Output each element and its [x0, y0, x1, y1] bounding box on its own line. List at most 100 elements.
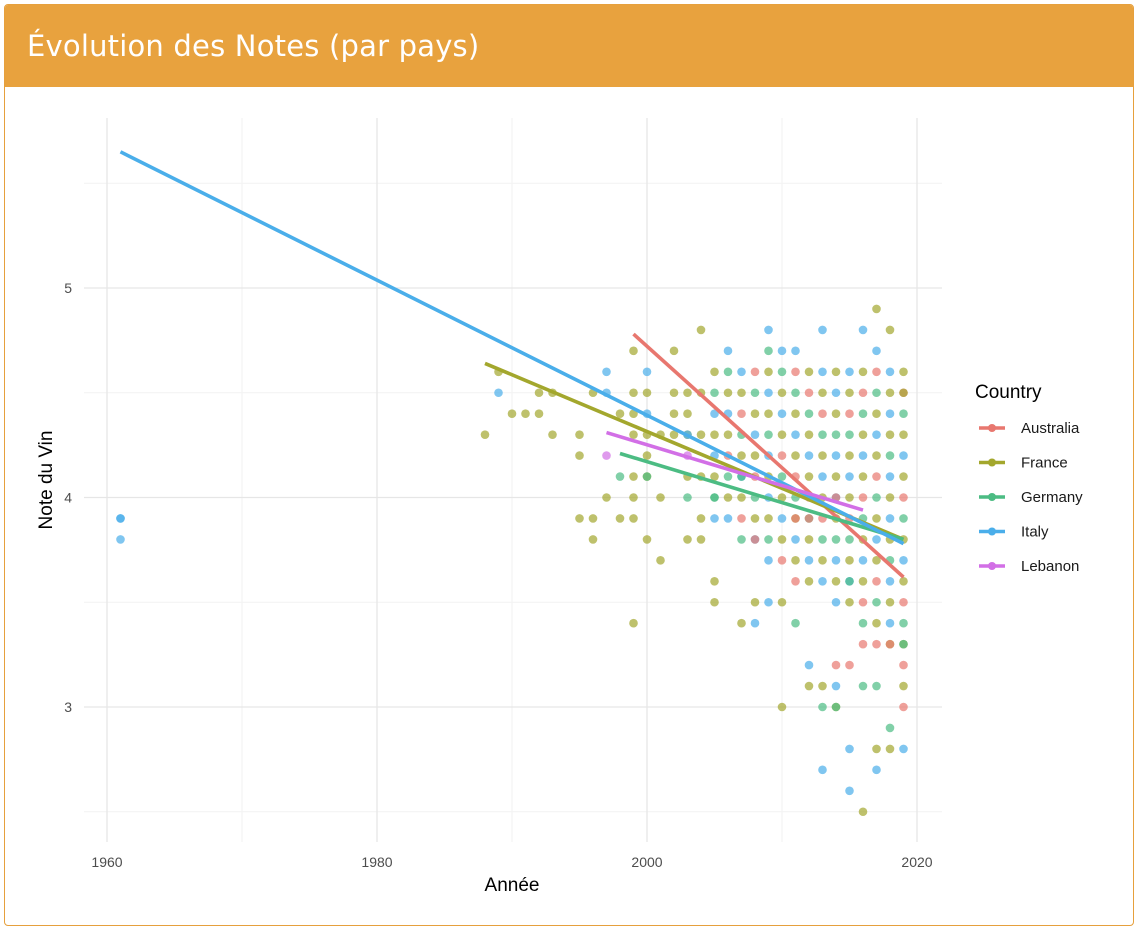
point-france [804, 472, 814, 481]
point-australia [818, 409, 827, 419]
point-france [872, 556, 881, 565]
point-germany [899, 514, 908, 523]
x-tick-label: 2000 [631, 854, 662, 870]
point-france [858, 430, 868, 439]
point-germany [777, 472, 787, 481]
point-italy [845, 367, 854, 377]
point-france [642, 535, 652, 544]
point-italy [777, 514, 787, 523]
point-france [602, 493, 611, 502]
points-layer [116, 304, 908, 817]
point-france [764, 514, 773, 523]
point-france [804, 367, 814, 377]
point-italy [845, 744, 854, 754]
x-axis-label: Année [485, 875, 540, 896]
point-germany [899, 409, 908, 419]
point-italy [845, 786, 854, 796]
point-france [629, 346, 638, 356]
point-germany [804, 409, 814, 419]
point-italy [899, 451, 908, 460]
point-germany [872, 388, 881, 398]
point-australia [777, 451, 787, 460]
y-axis-label: Note du Vin [36, 431, 57, 530]
point-italy [845, 472, 854, 481]
point-france [885, 597, 895, 607]
axes: 1960 1980 2000 2020 3 4 5 Année Note du Vin [36, 280, 933, 896]
point-france [831, 472, 841, 481]
point-italy [494, 388, 503, 398]
point-france [899, 681, 908, 691]
point-france [588, 514, 598, 523]
point-france [710, 430, 719, 439]
point-australia [750, 367, 760, 377]
point-france [656, 493, 665, 502]
point-france [696, 535, 706, 544]
grid [84, 118, 942, 842]
point-italy [804, 660, 814, 670]
point-france [710, 367, 719, 377]
point-australia [858, 388, 868, 398]
point-germany [885, 723, 895, 733]
point-italy [885, 472, 895, 481]
point-france [696, 514, 706, 523]
point-italy [818, 472, 827, 481]
point-italy [899, 744, 908, 754]
point-france [642, 451, 652, 460]
point-france [872, 304, 881, 314]
point-italy [899, 556, 908, 565]
point-france [885, 430, 895, 439]
point-france [737, 618, 746, 628]
point-germany [791, 618, 800, 628]
y-tick-label: 4 [64, 490, 72, 506]
point-france [575, 451, 584, 460]
point-france [777, 388, 787, 398]
point-germany [831, 535, 841, 544]
point-italy [872, 535, 881, 544]
point-france [669, 388, 679, 398]
legend: Country Australia France Germany Italy Lebano… [975, 382, 1083, 575]
point-france [791, 451, 800, 460]
point-france [777, 597, 787, 607]
point-italy [791, 346, 800, 356]
point-france [548, 430, 557, 439]
point-germany [764, 346, 773, 356]
point-france [764, 409, 773, 419]
point-australia [885, 639, 895, 649]
trend-lines [119, 150, 905, 579]
point-france [818, 388, 827, 398]
point-france [885, 325, 895, 335]
point-italy [804, 451, 814, 460]
point-italy [710, 409, 719, 419]
point-germany [642, 472, 652, 481]
point-italy [818, 367, 827, 377]
point-france [885, 744, 895, 754]
point-australia [872, 577, 881, 586]
point-italy [764, 556, 773, 565]
point-france [750, 514, 760, 523]
point-france [831, 577, 841, 586]
point-france [858, 577, 868, 586]
point-australia [791, 577, 800, 586]
point-italy [764, 597, 773, 607]
point-italy [858, 451, 868, 460]
point-france [845, 493, 854, 502]
point-france [629, 388, 638, 398]
point-france [750, 597, 760, 607]
point-france [629, 618, 638, 628]
point-france [575, 514, 584, 523]
point-france [669, 430, 679, 439]
point-france [845, 388, 854, 398]
point-germany [818, 430, 827, 439]
point-australia [872, 367, 881, 377]
point-germany [858, 618, 868, 628]
point-france [521, 409, 530, 419]
point-france [696, 430, 706, 439]
point-germany [710, 493, 719, 502]
point-italy [710, 514, 719, 523]
point-france [777, 702, 787, 712]
point-australia [858, 493, 868, 502]
point-australia [845, 409, 854, 419]
point-france [723, 388, 733, 398]
point-italy [831, 451, 841, 460]
